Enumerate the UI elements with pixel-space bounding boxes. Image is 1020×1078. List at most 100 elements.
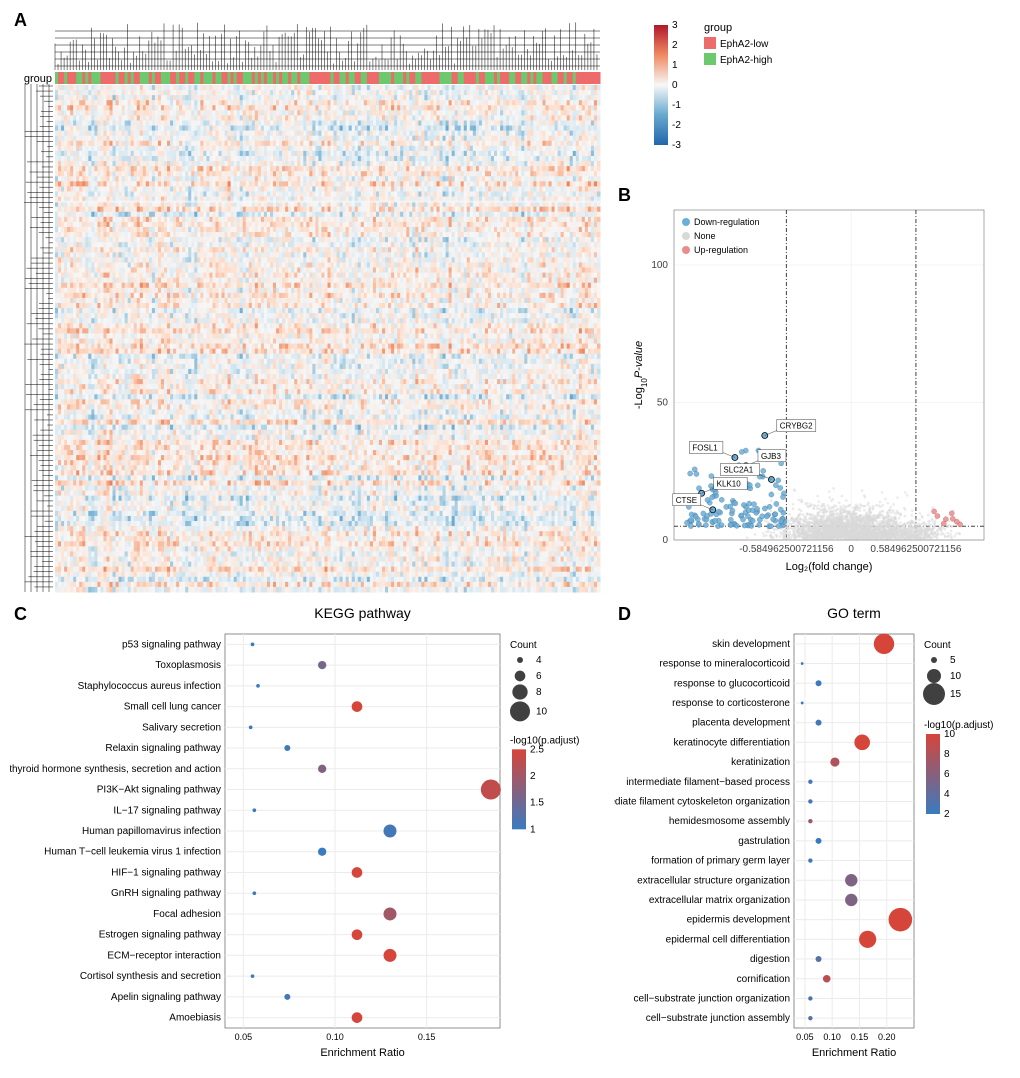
- dot-title: KEGG pathway: [314, 605, 411, 621]
- volcano-point-down: [747, 482, 752, 487]
- dot-point: [808, 819, 812, 823]
- volcano-point-down: [778, 518, 783, 523]
- panel-b-label: B: [618, 185, 631, 206]
- volcano-legend-dot: [682, 246, 690, 254]
- legend-color-tick: 2: [944, 809, 950, 820]
- term-label: placenta development: [692, 718, 790, 729]
- volcano-point-up: [954, 519, 959, 524]
- panel-d-go: D GO term0.050.100.150.20Enrichment Rati…: [614, 604, 1014, 1068]
- volcano-point-down: [757, 522, 762, 527]
- term-label: cell−substrate junction organization: [634, 993, 790, 1004]
- dot-point: [352, 1012, 363, 1023]
- legend-count-title: Count: [510, 640, 537, 651]
- volcano-point-down: [761, 468, 766, 473]
- term-label: epidermal cell differentiation: [666, 934, 790, 945]
- term-label: cell−substrate junction assembly: [646, 1013, 790, 1024]
- dot-point: [854, 735, 870, 751]
- term-label: PI3K−Akt signaling pathway: [97, 785, 221, 796]
- panel-d-label: D: [618, 604, 631, 625]
- legend-colorbar: [926, 734, 940, 814]
- legend-size-dot: [517, 657, 523, 663]
- dot-point: [318, 848, 326, 856]
- legend-color-tick: 4: [944, 789, 950, 800]
- dot-point: [249, 725, 253, 729]
- dot-point: [801, 662, 804, 665]
- go-svg: GO term0.050.100.150.20Enrichment Ratios…: [614, 604, 1014, 1068]
- panel-c-kegg: C KEGG pathway0.050.100.15Enrichment Rat…: [10, 604, 610, 1068]
- term-label: formation of primary germ layer: [651, 856, 791, 867]
- dot-point: [845, 874, 857, 886]
- volcano-point-down: [716, 509, 721, 514]
- legend-color-tick: 1: [530, 824, 536, 835]
- dot-point: [352, 867, 363, 878]
- ytick: 0: [662, 535, 668, 546]
- gene-label: FOSL1: [692, 444, 718, 453]
- term-label: Salivary secretion: [142, 722, 221, 733]
- volcano-point-down: [692, 467, 697, 472]
- volcano-legend-label: Down-regulation: [694, 217, 760, 227]
- volcano-point-down: [750, 518, 755, 523]
- term-label: extracellular structure organization: [637, 875, 790, 886]
- volcano-point-down: [747, 501, 752, 506]
- term-label: intermediate filament−based process: [626, 777, 790, 788]
- colorbar-tick: -2: [672, 120, 681, 131]
- legend-color-tick: 1.5: [530, 798, 544, 809]
- legend-label: EphA2-low: [720, 39, 769, 50]
- volcano-svg: -3-2-10123groupEphA2-lowEphA2-high050100…: [614, 10, 1014, 600]
- volcano-legend-label: None: [694, 231, 716, 241]
- legend-swatch: [704, 53, 716, 65]
- term-label: Human T−cell leukemia virus 1 infection: [44, 847, 221, 858]
- volcano-point-down: [688, 471, 693, 476]
- dot-point: [801, 702, 804, 705]
- legend-count-title: Count: [924, 640, 951, 651]
- volcano-point-down: [778, 507, 783, 512]
- colorbar-tick: 2: [672, 40, 678, 51]
- ytick: 50: [657, 398, 669, 409]
- panel-a-label: A: [14, 10, 27, 31]
- volcano-point-down: [724, 504, 729, 509]
- legend-size-dot: [927, 669, 941, 683]
- term-label: p53 signaling pathway: [122, 639, 221, 650]
- volcano-point-down: [712, 518, 717, 523]
- term-label: skin development: [712, 639, 790, 650]
- volcano-point-down: [762, 506, 767, 511]
- volcano-point-down: [773, 483, 778, 488]
- volcano-point-down: [773, 512, 778, 517]
- legend-size-dot: [512, 684, 527, 699]
- dot-point: [808, 858, 812, 862]
- kegg-svg: KEGG pathway0.050.100.15Enrichment Ratio…: [10, 604, 610, 1068]
- legend-size-label: 10: [536, 706, 548, 717]
- term-label: response to mineralocorticoid: [659, 659, 790, 670]
- volcano-point-up: [931, 509, 936, 514]
- volcano-point-down: [742, 523, 747, 528]
- term-label: response to corticosterone: [672, 698, 790, 709]
- term-label: ECM−receptor interaction: [107, 950, 221, 961]
- xtick: 0.10: [823, 1032, 841, 1042]
- dot-point: [384, 907, 397, 920]
- legend-size-label: 6: [536, 671, 542, 682]
- dot-point: [384, 949, 397, 962]
- legend-color-title: -log10(p.adjust): [510, 735, 579, 746]
- volcano-point-down: [703, 522, 708, 527]
- panel-a-heatmap: A group: [10, 10, 610, 600]
- volcano-point-down: [710, 495, 715, 500]
- gene-label: GJB3: [761, 452, 782, 461]
- legend-size-dot: [515, 671, 526, 682]
- dot-point: [816, 720, 822, 726]
- legend-size-label: 10: [950, 671, 962, 682]
- legend-color-tick: 6: [944, 769, 950, 780]
- dot-point: [823, 975, 831, 983]
- volcano-point-down: [770, 517, 775, 522]
- term-label: GnRH signaling pathway: [111, 888, 221, 899]
- volcano-point-down: [740, 517, 745, 522]
- volcano-legend-dot: [682, 218, 690, 226]
- volcano-point-down: [734, 523, 739, 528]
- volcano-point-down: [728, 517, 733, 522]
- dot-point: [284, 745, 290, 751]
- xtick: 0.05: [235, 1032, 253, 1042]
- dot-point: [808, 1016, 812, 1020]
- dot-point: [845, 894, 857, 906]
- legend-color-tick: 8: [944, 749, 950, 760]
- volcano-point-up: [935, 513, 940, 518]
- term-label: response to glucocorticoid: [674, 678, 790, 689]
